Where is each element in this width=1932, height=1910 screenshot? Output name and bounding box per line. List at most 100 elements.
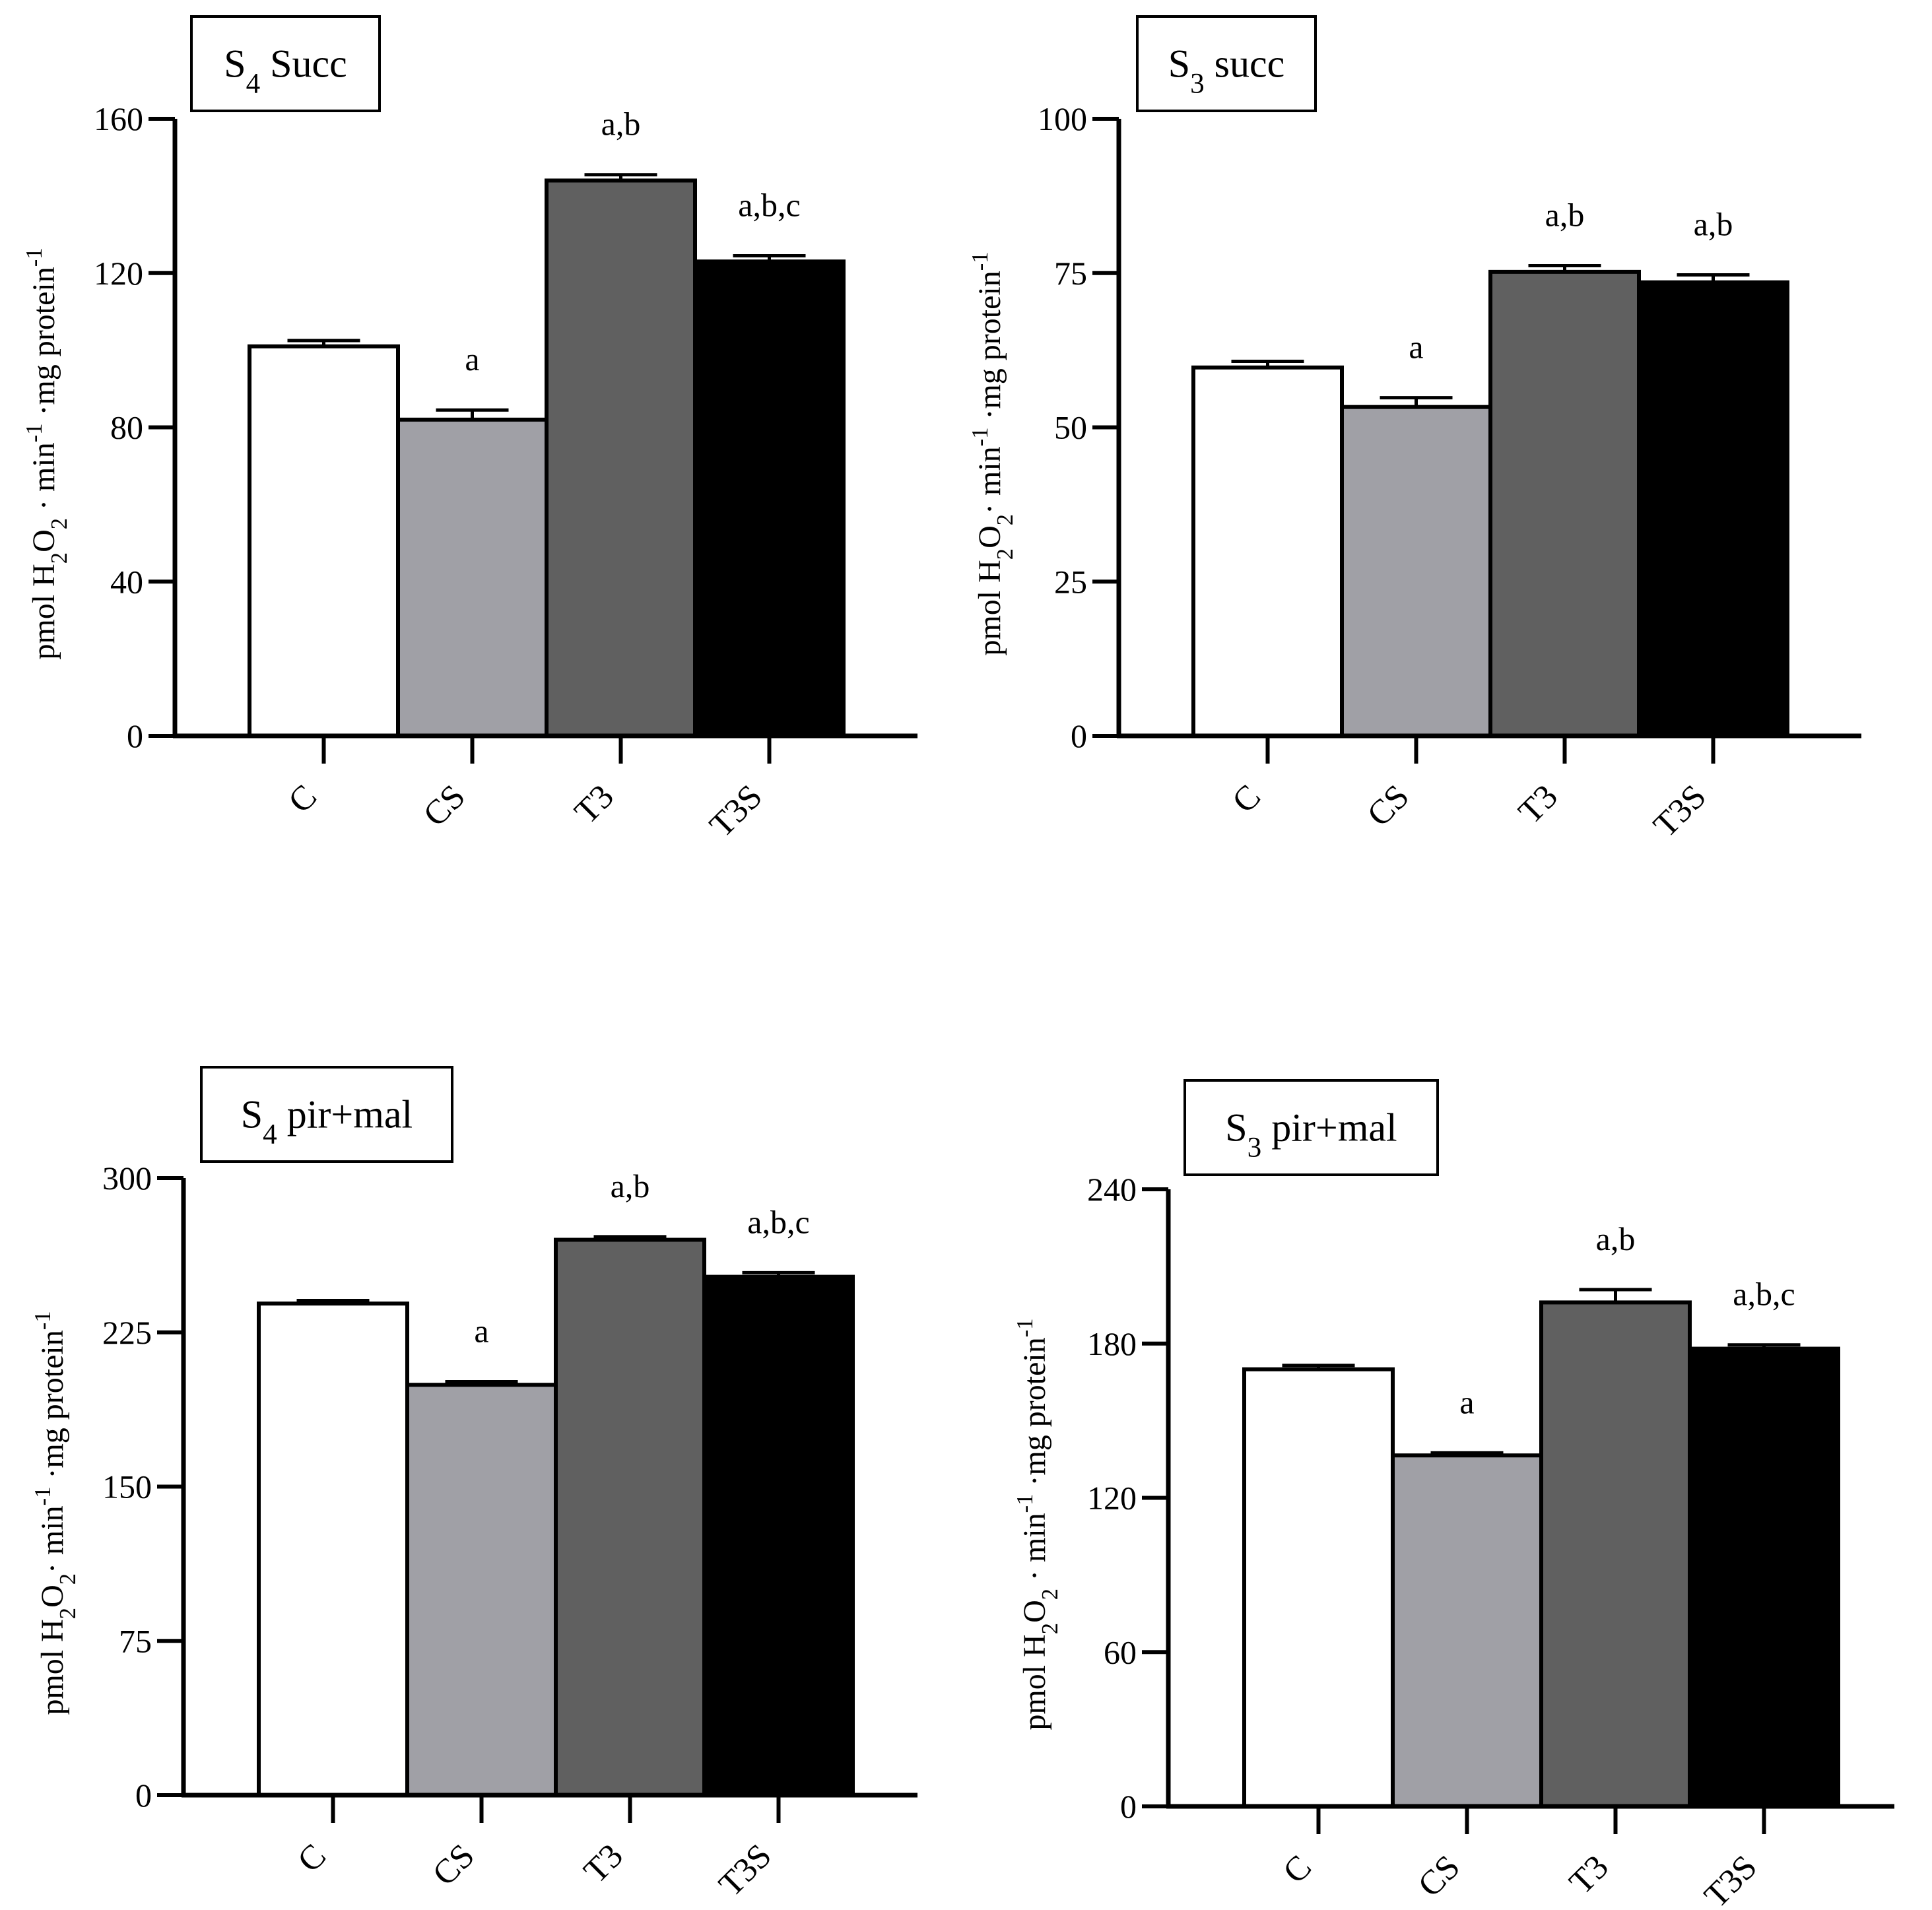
y-tick-label: 160 — [94, 100, 143, 137]
significance-label: a,b,c — [1733, 1276, 1795, 1313]
category-label: T3S — [1697, 1848, 1764, 1910]
bar-c — [1242, 1367, 1395, 1808]
bar-cs — [405, 1383, 558, 1798]
text-part: · min — [35, 1505, 70, 1573]
bar-t3 — [554, 1237, 706, 1797]
significance-label: a,b — [1596, 1220, 1636, 1257]
category-label: CS — [416, 777, 473, 834]
text-part: pir+mal — [1261, 1106, 1397, 1150]
text-part: ·mg protein — [35, 1330, 70, 1486]
text-part: O — [972, 525, 1007, 548]
category-label: C — [281, 777, 324, 820]
category-label: C — [1276, 1848, 1319, 1891]
y-tick-label: 25 — [1054, 563, 1087, 600]
text-part: 3 — [1190, 68, 1205, 99]
significance-label: a,b,c — [747, 1203, 809, 1240]
y-axis-label: pmol H2O2· min-1 ·mg protein-1 — [30, 1311, 81, 1715]
title-box — [190, 15, 381, 112]
category-label: CS — [426, 1837, 482, 1893]
text-part: pmol H — [26, 564, 61, 659]
text-part: 2 — [47, 518, 72, 529]
y-tick-label: 60 — [1104, 1633, 1137, 1670]
text-part: 4 — [246, 68, 261, 99]
y-tick-label: 225 — [102, 1314, 152, 1351]
text-part: ·mg protein — [972, 271, 1007, 427]
text-part: 3 — [1248, 1132, 1262, 1163]
category-label: CS — [1411, 1848, 1467, 1904]
text-part: pmol H — [972, 560, 1007, 655]
significance-label: a,b — [1545, 197, 1585, 234]
y-tick-label: 120 — [1087, 1480, 1137, 1517]
bar-t3s — [1688, 1346, 1840, 1808]
chart-title: S3 pir+mal — [1225, 1106, 1397, 1164]
bar-cs — [1391, 1453, 1543, 1808]
text-part: 2 — [47, 552, 72, 564]
bar-t3 — [545, 178, 697, 738]
y-tick-label: 100 — [1038, 100, 1087, 137]
significance-label: a — [1459, 1383, 1474, 1420]
category-label: T3 — [577, 1837, 630, 1890]
y-tick-label: 120 — [94, 255, 143, 292]
y-axis-label: pmol H2O2· min-1 ·mg protein-1 — [968, 251, 1018, 655]
bar-c — [248, 344, 400, 738]
text-part: O — [26, 529, 61, 552]
y-tick-label: 75 — [119, 1622, 152, 1659]
chart-title: S4 pir+mal — [241, 1093, 413, 1150]
chart-title: S3 succ — [1168, 42, 1285, 100]
text-part: O — [1017, 1600, 1052, 1623]
significance-label: a,b — [1694, 206, 1733, 243]
y-tick-label: 0 — [1071, 717, 1087, 754]
text-part: -1 — [30, 1487, 55, 1506]
category-label: CS — [1360, 777, 1416, 834]
significance-label: a,b — [601, 106, 641, 143]
text-part: -1 — [968, 428, 993, 447]
text-part: 2 — [55, 1573, 81, 1585]
y-axis-label: pmol H2O2 · min-1 ·mg protein-1 — [1013, 1318, 1063, 1730]
text-part: S — [241, 1093, 263, 1136]
text-part: pmol H — [1017, 1634, 1052, 1730]
text-part: ·mg protein — [1017, 1337, 1052, 1494]
text-part: 2 — [993, 514, 1018, 525]
category-label: C — [1225, 777, 1268, 820]
text-part: S — [1225, 1106, 1247, 1150]
text-part: succ — [1205, 42, 1285, 86]
text-part: O — [35, 1585, 70, 1608]
significance-label: a — [474, 1313, 488, 1350]
text-part: 2 — [993, 548, 1018, 560]
category-label: C — [290, 1837, 333, 1880]
text-part: -1 — [22, 424, 47, 443]
category-label: T3S — [1646, 777, 1714, 845]
significance-label: a,b — [611, 1168, 650, 1204]
category-label: T3 — [568, 777, 621, 831]
title-box — [1136, 15, 1317, 112]
text-part: -1 — [968, 251, 993, 271]
text-part: pmol H — [35, 1619, 70, 1715]
chart-title: S4 Succ — [224, 42, 347, 100]
text-part: -1 — [1013, 1318, 1038, 1337]
category-label: T3S — [702, 777, 770, 845]
category-label: T3 — [1512, 777, 1565, 831]
bar-c — [1191, 365, 1344, 738]
y-tick-label: 300 — [102, 1160, 152, 1197]
bar-cs — [396, 417, 549, 738]
text-part: 2 — [1038, 1589, 1063, 1600]
text-part: · min — [972, 446, 1007, 514]
category-label: T3 — [1562, 1848, 1616, 1901]
text-part: 2 — [1038, 1623, 1063, 1634]
category-label: T3S — [712, 1837, 779, 1904]
y-tick-label: 80 — [110, 409, 143, 446]
y-tick-label: 0 — [1120, 1788, 1137, 1825]
y-tick-label: 0 — [135, 1777, 152, 1814]
significance-label: a,b,c — [738, 186, 800, 223]
text-part: Succ — [260, 42, 347, 86]
text-part: · min — [26, 442, 61, 518]
bar-cs — [1340, 405, 1492, 739]
text-part: S — [224, 42, 246, 86]
text-part: ·mg protein — [26, 267, 61, 423]
bar-t3s — [702, 1274, 855, 1797]
